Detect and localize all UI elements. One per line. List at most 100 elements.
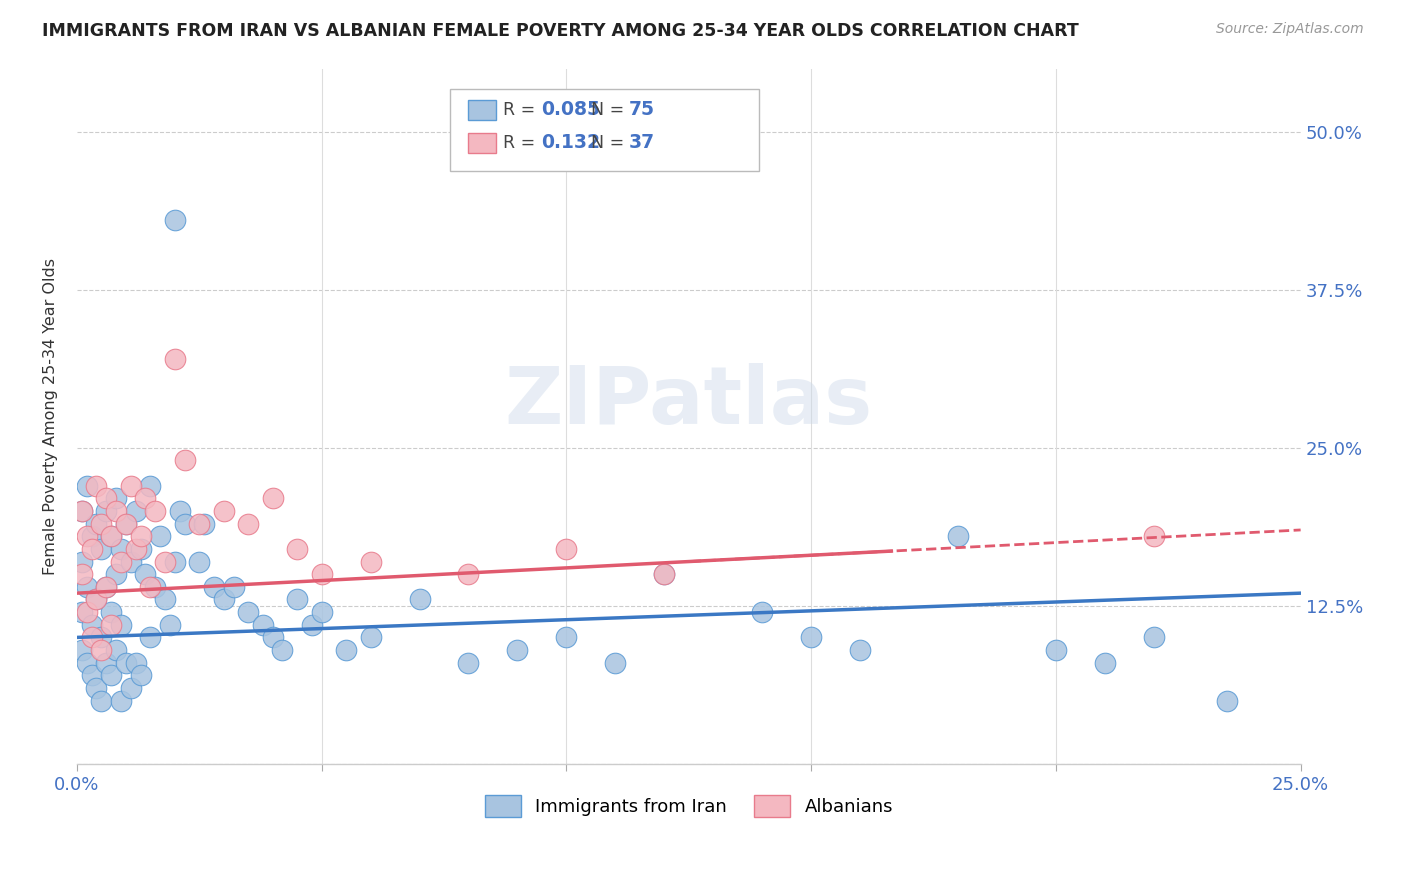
Point — [80, 617, 103, 632]
Point — [129, 668, 152, 682]
Point — [114, 656, 136, 670]
Point — [76, 656, 98, 670]
Point — [212, 504, 235, 518]
Point — [124, 504, 146, 518]
Point — [1094, 656, 1116, 670]
Point — [139, 580, 162, 594]
Point — [360, 631, 382, 645]
Point — [849, 643, 872, 657]
Point — [285, 592, 308, 607]
Text: 0.085: 0.085 — [541, 100, 600, 120]
Point — [76, 529, 98, 543]
Text: N =: N = — [591, 101, 630, 119]
Text: 0.132: 0.132 — [541, 133, 600, 153]
Point — [76, 605, 98, 619]
Point — [124, 541, 146, 556]
Point — [457, 567, 479, 582]
Point — [173, 453, 195, 467]
Point — [285, 541, 308, 556]
Point — [90, 693, 112, 707]
Point — [110, 617, 132, 632]
Legend: Immigrants from Iran, Albanians: Immigrants from Iran, Albanians — [477, 788, 900, 824]
Point — [70, 605, 93, 619]
Point — [188, 516, 211, 531]
Point — [114, 516, 136, 531]
Point — [408, 592, 430, 607]
Point — [238, 605, 260, 619]
Point — [90, 631, 112, 645]
Point — [86, 516, 108, 531]
Point — [110, 693, 132, 707]
Point — [100, 529, 122, 543]
Point — [163, 555, 186, 569]
Point — [1143, 631, 1166, 645]
Point — [70, 567, 93, 582]
Point — [800, 631, 823, 645]
Point — [360, 555, 382, 569]
Point — [129, 529, 152, 543]
Text: IMMIGRANTS FROM IRAN VS ALBANIAN FEMALE POVERTY AMONG 25-34 YEAR OLDS CORRELATIO: IMMIGRANTS FROM IRAN VS ALBANIAN FEMALE … — [42, 22, 1078, 40]
Point — [76, 580, 98, 594]
Point — [70, 504, 93, 518]
Point — [555, 631, 578, 645]
Point — [555, 541, 578, 556]
Point — [86, 592, 108, 607]
Point — [124, 656, 146, 670]
Text: 37: 37 — [628, 133, 655, 153]
Point — [1143, 529, 1166, 543]
Point — [96, 504, 118, 518]
Point — [90, 541, 112, 556]
Point — [301, 617, 323, 632]
Point — [149, 529, 172, 543]
Point — [335, 643, 357, 657]
Point — [96, 656, 118, 670]
Point — [153, 592, 176, 607]
Point — [212, 592, 235, 607]
Point — [80, 668, 103, 682]
Text: Source: ZipAtlas.com: Source: ZipAtlas.com — [1216, 22, 1364, 37]
Point — [652, 567, 675, 582]
Point — [139, 631, 162, 645]
Point — [105, 504, 128, 518]
Point — [222, 580, 245, 594]
Text: N =: N = — [591, 134, 630, 152]
Point — [311, 567, 333, 582]
Point — [100, 668, 122, 682]
Point — [110, 541, 132, 556]
Point — [100, 617, 122, 632]
Point — [70, 504, 93, 518]
Point — [120, 555, 142, 569]
Text: ZIPatlas: ZIPatlas — [505, 363, 873, 442]
Point — [605, 656, 627, 670]
Point — [506, 643, 529, 657]
Point — [163, 213, 186, 227]
Point — [86, 479, 108, 493]
Point — [262, 491, 284, 506]
Point — [143, 504, 166, 518]
Text: 75: 75 — [628, 100, 654, 120]
Point — [114, 516, 136, 531]
Point — [96, 580, 118, 594]
Point — [96, 491, 118, 506]
Y-axis label: Female Poverty Among 25-34 Year Olds: Female Poverty Among 25-34 Year Olds — [44, 258, 58, 574]
Point — [105, 491, 128, 506]
Point — [238, 516, 260, 531]
Point — [70, 555, 93, 569]
Text: R =: R = — [503, 134, 547, 152]
Point — [110, 555, 132, 569]
Point — [311, 605, 333, 619]
Point — [173, 516, 195, 531]
Point — [159, 617, 181, 632]
Point — [105, 567, 128, 582]
Point — [193, 516, 215, 531]
Point — [100, 605, 122, 619]
Point — [90, 516, 112, 531]
Point — [457, 656, 479, 670]
Point — [163, 352, 186, 367]
Point — [70, 643, 93, 657]
Point — [252, 617, 274, 632]
Point — [652, 567, 675, 582]
Point — [134, 491, 156, 506]
Point — [262, 631, 284, 645]
Point — [80, 631, 103, 645]
